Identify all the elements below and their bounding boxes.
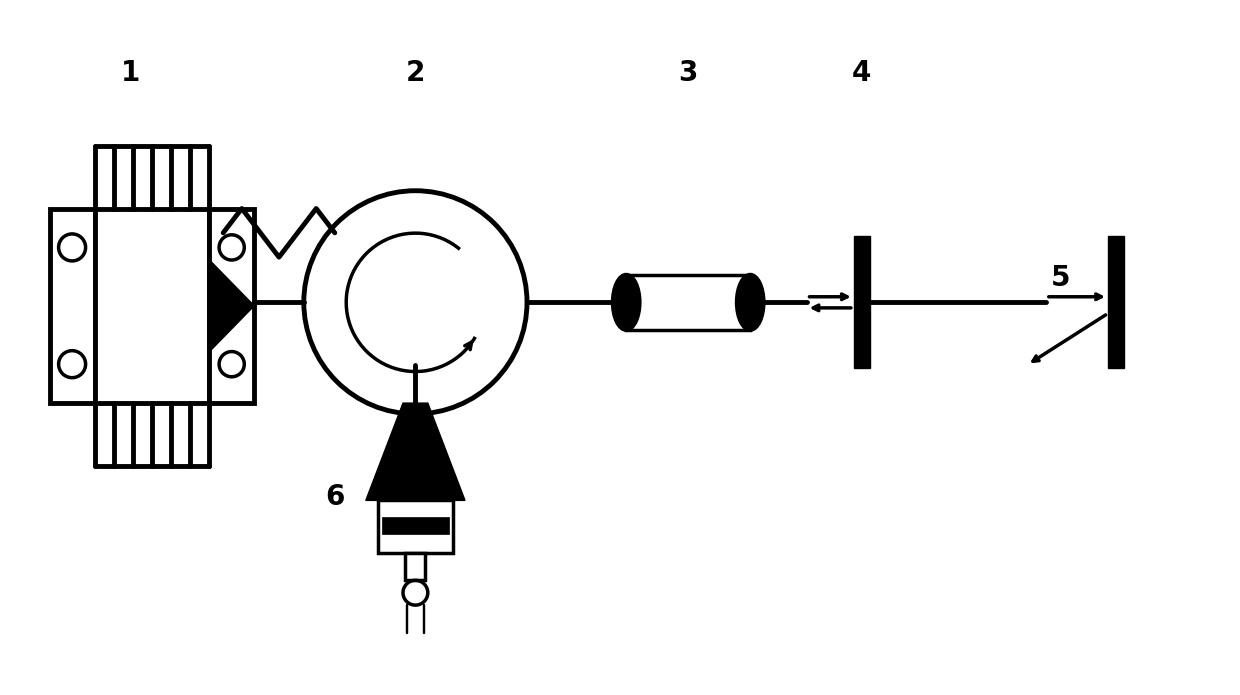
Ellipse shape xyxy=(737,275,764,330)
Text: 4: 4 xyxy=(852,59,872,87)
Polygon shape xyxy=(1109,236,1125,368)
Text: 1: 1 xyxy=(120,59,140,87)
Bar xyxy=(405,553,425,580)
Bar xyxy=(94,208,210,403)
Polygon shape xyxy=(366,403,465,500)
Text: 2: 2 xyxy=(405,59,425,87)
Text: 6: 6 xyxy=(325,483,345,511)
Text: 5: 5 xyxy=(1050,264,1070,292)
Bar xyxy=(626,275,750,330)
Bar xyxy=(50,208,94,403)
Polygon shape xyxy=(212,262,254,350)
Text: 3: 3 xyxy=(678,59,698,87)
Ellipse shape xyxy=(613,275,640,330)
Bar xyxy=(378,500,453,553)
Bar xyxy=(210,208,254,403)
Polygon shape xyxy=(853,236,869,368)
Bar xyxy=(382,517,449,534)
